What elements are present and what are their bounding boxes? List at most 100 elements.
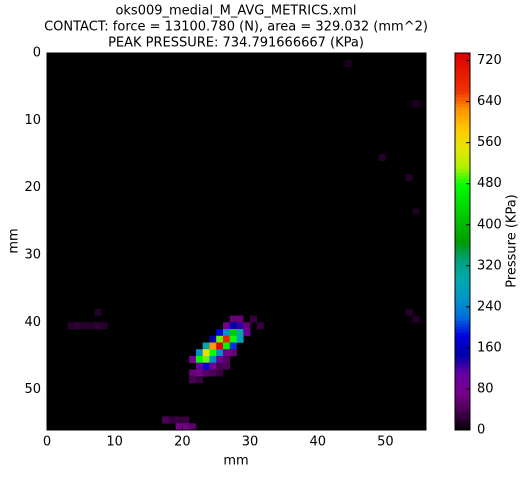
y-tick-label: 0 [33,46,41,61]
x-tick-label: 20 [174,435,191,450]
colorbar-segment [455,122,470,126]
colorbar-segment [455,426,470,431]
heatmap-cell [195,376,203,384]
colorbar-segment [455,62,470,67]
colorbar-segment [455,140,470,145]
colorbar-segment [455,134,470,139]
colorbar-segment [455,71,470,76]
colorbar-tick-label: 480 [477,176,502,191]
colorbar-segment [455,332,470,337]
colorbar-segment [455,194,470,199]
colorbar-segment [455,181,470,186]
x-tick-label: 40 [309,435,326,450]
colorbar-segment [455,250,470,255]
heatmap-cell [202,369,210,377]
y-tick-label: 50 [24,382,41,397]
heatmap-cell [209,369,217,377]
colorbar-segment [455,162,470,167]
title-line: oks009_medial_M_AVG_METRICS.xml [115,4,356,19]
colorbar-segment [455,288,470,293]
colorbar-segment [455,266,470,271]
colorbar-segment [455,254,470,258]
colorbar-segment [455,78,470,82]
colorbar-segment [455,307,470,312]
colorbar-segment [455,128,470,133]
heatmap-cell [222,349,231,357]
colorbar-tick-label: 0 [477,423,485,438]
heatmap-cell [209,355,217,363]
colorbar-segment [455,225,470,230]
colorbar-segment [455,263,470,268]
heatmap-background [47,53,426,430]
colorbar-segment [455,169,470,173]
heatmap-cell [202,362,210,370]
y-tick-label: 10 [24,113,41,128]
colorbar-segment [455,206,470,211]
colorbar-segment [455,210,470,214]
plot-frame [46,52,427,431]
y-tick-label: 40 [24,315,41,330]
heatmap-cell [202,342,210,350]
heatmap-cell [80,322,88,330]
colorbar-segment [455,222,470,227]
colorbar-segment [455,379,470,384]
heatmap-cell [189,369,197,377]
colorbar-segment [455,398,470,403]
heatmap-cell [182,416,190,424]
heatmap-cell [378,153,386,162]
heatmap-cell [216,369,224,377]
colorbar-segment [455,203,470,208]
heatmap-cell [189,355,197,363]
y-tick-label: 20 [24,180,41,195]
colorbar-segment [455,228,470,233]
colorbar-segment [455,364,470,368]
heatmap-cell [229,349,237,357]
colorbar-segment [455,316,470,321]
colorbar-segment [455,404,470,409]
heatmap-cell [189,376,197,384]
colorbar-segment [455,260,470,264]
colorbar-tick-label: 400 [477,217,502,232]
colorbar-segment [455,370,470,374]
colorbar-segment [455,159,470,164]
heatmap-cell [209,342,217,350]
colorbar-segment [455,244,470,249]
colorbar-segment [455,329,470,334]
colorbar-segment [455,338,470,343]
heatmap-cell [195,349,203,357]
colorbar-segment [455,112,470,117]
colorbar-segment [455,65,470,70]
heatmap-cell [412,207,420,215]
colorbar-segment [455,392,470,396]
colorbar-tick-label: 640 [477,94,502,109]
heatmap-cell [209,362,217,370]
colorbar-segment [455,191,470,195]
colorbar-segment [455,74,470,79]
colorbar-segment [455,373,470,378]
colorbar-segment [455,59,470,63]
heatmap-cell [222,329,231,337]
colorbar-segment [455,178,470,183]
colorbar-segment [455,115,470,120]
heatmap-cell [195,369,203,377]
heatmap-cell [256,322,264,330]
colorbar-segment [455,131,470,136]
colorbar-segment [455,200,470,205]
colorbar-tick-label: 240 [477,299,502,314]
heatmap-cell [94,322,102,330]
colorbar-segment [455,279,470,283]
heatmap-cell [202,355,210,363]
colorbar-segment [455,156,470,161]
colorbar-segment [455,382,470,387]
heatmap-cell [195,355,203,363]
colorbar-segment [455,147,470,151]
y-tick-label: 30 [24,247,41,262]
colorbar-segment [455,323,470,327]
colorbar-segment [455,56,470,60]
colorbar-segment [455,304,470,308]
heatmap-cell [222,355,231,363]
colorbar-label: Pressure (KPa) [505,194,520,288]
colorbar-frame [454,52,471,431]
heatmap-cell [216,355,224,363]
colorbar-segment [455,216,470,221]
